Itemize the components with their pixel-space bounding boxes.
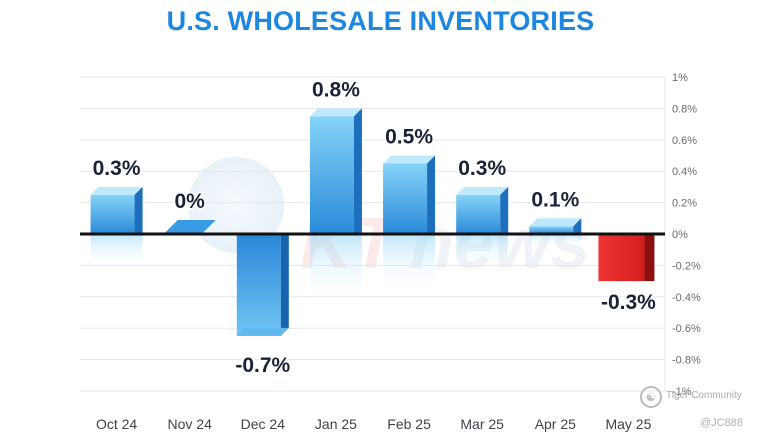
bar-side-face [134,186,143,234]
y-tick-label: -0.4% [672,292,701,304]
data-label: -0.7% [235,354,290,377]
bar [236,234,281,336]
bar [529,226,574,234]
watermark-brand: Tiger Community [666,390,742,401]
bars [90,108,655,336]
bar [383,163,428,234]
x-tick-label: Apr 25 [535,416,576,432]
watermark-handle: @JC888 [700,417,743,429]
y-axis-labels: 1% 0.8% 0.6% 0.4% 0.2% 0% -0.2% -0.4% -0.6% -0.8%… [672,72,701,398]
bar-top-face [90,186,143,195]
bar-top-face [309,108,362,117]
bar-reflection [383,234,436,293]
data-labels: 0.3% 0% -0.7% 0.8% 0.5% 0.3% 0.1% -0.3% [91,77,658,378]
y-tick-label: 0% [672,229,688,241]
y-tick-label: -1% [672,386,692,398]
bar-reflection [456,234,509,270]
tiger-logo-icon: ☯ [640,386,662,408]
data-label: 0.1% [531,188,579,211]
data-label: 0% [175,190,206,213]
x-tick-label: Nov 24 [168,416,213,432]
bar-reflection [529,234,582,246]
chart-title: U.S. WHOLESALE INVENTORIES [166,6,595,36]
bar-side-face [644,234,655,282]
bar-reflection [90,234,143,270]
data-label: 0.3% [458,157,506,180]
bar-top-face [456,186,509,195]
data-label: -0.3% [601,291,656,314]
bar [598,234,645,282]
y-tick-label: -0.6% [672,323,701,335]
bar [309,116,354,234]
data-label: 0.3% [93,157,141,180]
x-tick-label: Jan 25 [315,416,357,432]
x-tick-label: Mar 25 [460,416,504,432]
bar [90,194,135,234]
bar-bottom-face [236,327,289,336]
y-tick-label: 0.4% [672,166,697,178]
y-tick-label: -0.8% [672,355,701,367]
y-tick-label: -0.2% [672,260,701,272]
y-tick-label: 0.6% [672,135,697,147]
bar-side-face [500,186,509,234]
y-tick-label: 0.8% [672,103,697,115]
y-tick-label: 1% [672,72,688,84]
x-tick-label: Feb 25 [387,416,431,432]
bar [163,220,216,234]
x-axis-labels: Oct 24 Nov 24 Dec 24 Jan 25 Feb 25 Mar 25 Apr … [96,416,652,432]
watermark-badge: ☯ Tiger Community @JC888 [640,386,750,436]
bar-top-face [529,218,582,227]
bar-reflections [90,234,655,304]
x-tick-label: Dec 24 [241,416,286,432]
x-tick-label: Oct 24 [96,416,137,432]
y-tick-label: 0.2% [672,198,697,210]
bar-side-face [427,155,436,234]
data-label: 0.5% [385,126,433,149]
bar-side-face [280,234,289,336]
bar-reflection [309,234,362,304]
bar-side-face [573,218,582,234]
data-label: 0.8% [312,78,360,101]
bar-side-face [353,108,362,234]
bar-top-face [383,155,436,164]
x-tick-label: May 25 [605,416,651,432]
bar [456,194,501,234]
